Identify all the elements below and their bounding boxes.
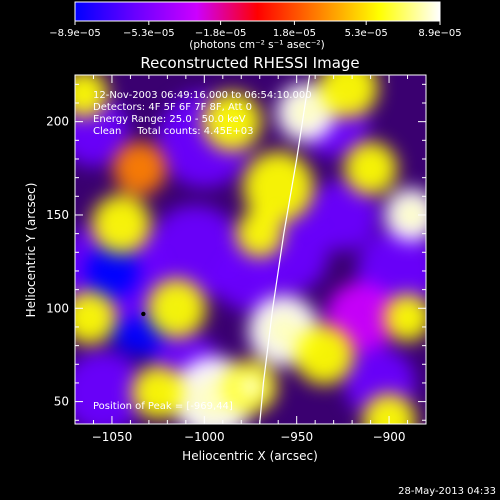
annotation-counts: Clean Total counts: 4.45E+03 [93,126,253,137]
heatmap-field [75,75,426,424]
y-axis-label: Heliocentric Y (arcsec) [24,183,38,318]
x-tick-label: −950 [280,430,313,444]
heatmap-hot-region [236,209,284,258]
y-tick-label: 150 [46,208,69,222]
heatmap-maximum-core [237,373,264,400]
x-axis-label: Heliocentric X (arcsec) [182,449,318,463]
colorbar-bar [74,1,441,22]
colorbar-tick-label: −1.8e−05 [195,28,247,39]
heatmap-maximum-core [397,201,425,229]
plot-frame [74,74,427,425]
y-tick-label: 100 [46,301,69,315]
heatmap-hot-region [294,325,354,385]
heatmap-hot-region [75,291,117,345]
colorbar-tick-label: 5.3e−05 [345,28,388,39]
colorbar-ticks: −8.9e−05 −5.3e−05 −1.8e−05 1.8e−05 5.3e−05 8.… [49,21,462,39]
heatmap-hot-region [202,92,262,152]
plot-area: −1050 −1000 −950 −900 50 100 150 200 12-Nov-200… [46,74,427,444]
heatmap-overlay [141,75,311,424]
colorbar: −8.9e−05 −5.3e−05 −1.8e−05 1.8e−05 5.3e−05 8.… [49,1,462,51]
heatmap-hot-region [75,75,108,118]
heatmap-cold-region [75,350,145,424]
axes: −1050 −1000 −950 −900 50 100 150 200 [46,75,427,444]
heatmap-hot-region [131,365,185,419]
annotation-block: 12-Nov-2003 06:49:16.000 to 06:54:10.000… [93,90,312,137]
chart-title: Reconstructed RHESSI Image [140,54,359,72]
annotation-detectors: Detectors: 4F 5F 6F 7F 8F, Att 0 [93,102,252,113]
heatmap-minimum-core [85,244,139,298]
heatmap-maximum-core [192,377,235,419]
heatmap-hot-region [242,151,314,223]
heatmap-hot-region [318,75,378,118]
annotation-energy: Energy Range: 25.0 - 50.0 keV [93,114,246,125]
y-tick-label: 50 [54,395,69,409]
heatmap-maximum-core [266,312,302,349]
annotation-time: 12-Nov-2003 06:49:16.000 to 06:54:10.000 [93,90,312,101]
heatmap-hot-region [147,278,207,338]
footer-date: 28-May-2013 04:33 [398,486,496,497]
colorbar-tick-label: 1.8e−05 [273,28,316,39]
colorbar-tick-label: −5.3e−05 [123,28,175,39]
x-tick-label: −900 [373,430,406,444]
x-tick-label: −1050 [92,430,133,444]
colorbar-unit: (photons cm⁻² s⁻¹ asec⁻²) [189,39,324,51]
heatmap-hot-region [343,141,398,195]
heatmap-hot-region [362,393,416,424]
heatmap-cold-region [307,179,379,251]
heatmap-hot-region [383,293,426,342]
solar-limb-line [259,75,311,424]
x-tick-label: −1000 [184,430,225,444]
heatmap-hot-region [113,141,167,195]
peak-position-label: Position of Peak = [-969,44] [93,401,233,412]
heatmap-hot-region [91,194,151,254]
colorbar-tick-label: −8.9e−05 [49,28,101,39]
marker-dot [141,311,146,317]
y-tick-label: 200 [46,115,69,129]
colorbar-tick-label: 8.9e−05 [418,28,461,39]
heatmap-maximum-core [291,97,321,128]
